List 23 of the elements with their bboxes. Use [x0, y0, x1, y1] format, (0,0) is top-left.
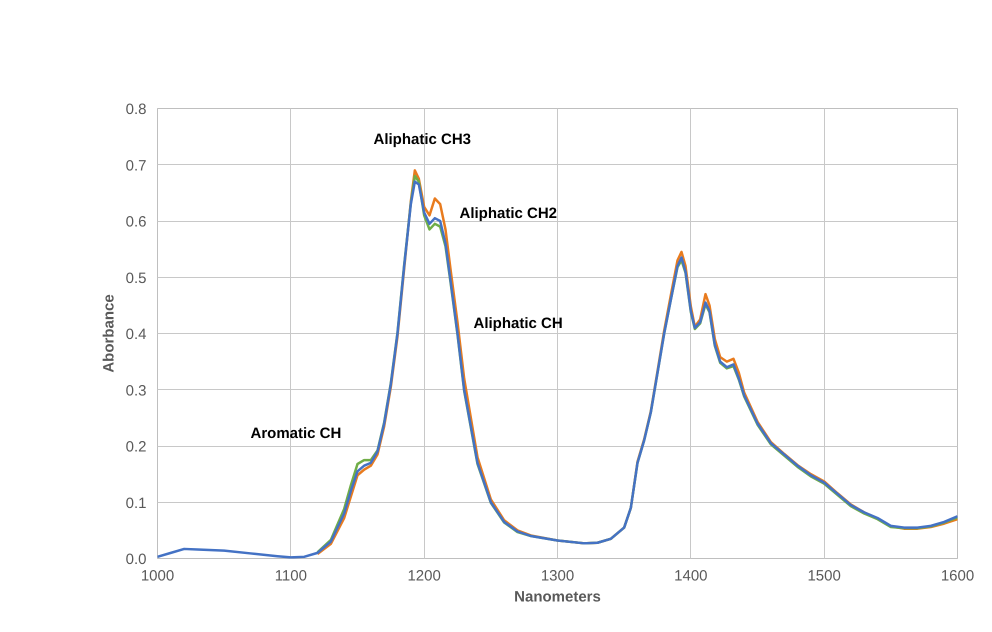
y-tick-label: 0.1 — [126, 494, 147, 512]
y-tick-label: 0.3 — [126, 382, 147, 400]
x-tick-label: 1300 — [540, 568, 574, 584]
y-tick-label: 0.8 — [126, 101, 147, 118]
annotation: Aliphatic CH3 — [374, 131, 472, 148]
y-tick-label: 0.6 — [126, 214, 147, 230]
y-tick-label: 0.4 — [126, 326, 147, 343]
x-tick-label: 1500 — [807, 568, 841, 584]
annotation: Aromatic CH — [250, 425, 342, 442]
y-tick-label: 0.0 — [126, 551, 147, 568]
y-tick-label: 0.2 — [126, 438, 147, 456]
annotation: Aliphatic CH — [474, 315, 563, 332]
y-tick-label: 0.5 — [126, 270, 147, 287]
x-tick-label: 1100 — [274, 568, 307, 584]
y-axis-title: Aborbance — [100, 294, 118, 373]
x-axis-title: Nanometers — [514, 588, 601, 606]
x-tick-label: 1600 — [940, 568, 974, 584]
y-tick-label: 0.7 — [126, 157, 147, 174]
annotation: Aliphatic CH2 — [460, 205, 558, 222]
x-tick-label: 1400 — [674, 568, 708, 584]
x-tick-label: 1000 — [140, 568, 174, 584]
x-tick-label: 1200 — [407, 568, 441, 584]
line-series — [158, 180, 958, 558]
